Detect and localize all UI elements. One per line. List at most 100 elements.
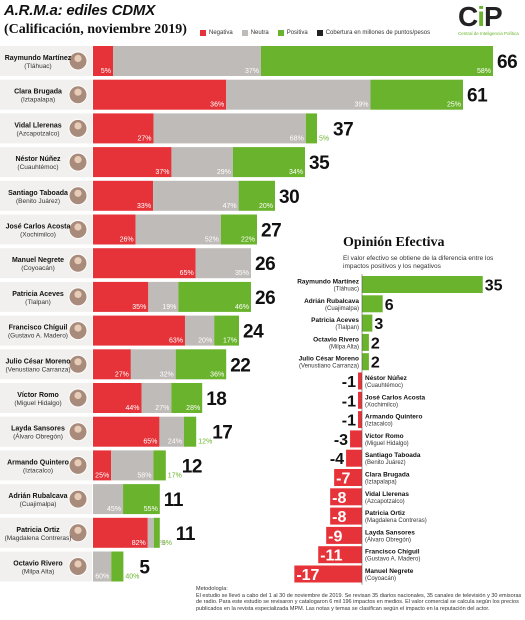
bar-segment-neutra bbox=[171, 147, 233, 178]
bar-value-label: 65% bbox=[180, 270, 194, 277]
coverage-value: 61 bbox=[467, 86, 488, 107]
effective-office: (Benito Juárez) bbox=[365, 460, 406, 466]
effective-bar-negative bbox=[350, 430, 362, 448]
legend-item-negative: Negativa bbox=[200, 30, 233, 36]
bar-value-label: 58% bbox=[477, 68, 491, 75]
row-name: José Carlos Acosta bbox=[6, 224, 71, 231]
effective-office: (Xochimilco) bbox=[365, 402, 398, 408]
effective-office: (Magdalena Contreras) bbox=[365, 518, 427, 524]
row-name: Armando Quintero bbox=[7, 459, 69, 466]
row-office: (Gustavo A. Madero) bbox=[8, 333, 68, 340]
coverage-value: 11 bbox=[164, 490, 184, 511]
legend-label: Cobertura en millones de puntos/pesos bbox=[325, 30, 431, 36]
avatar-face-icon bbox=[74, 324, 82, 332]
bar-value-label: 9% bbox=[162, 540, 172, 547]
bar-value-label: 37% bbox=[245, 68, 259, 75]
legend-item-positive: Positiva bbox=[277, 30, 308, 36]
bar-value-label: 68% bbox=[290, 135, 304, 142]
avatar-face-icon bbox=[74, 391, 82, 400]
bar-segment-negativa bbox=[93, 248, 196, 279]
coverage-value: 27 bbox=[261, 221, 281, 242]
bar-segment-positiva bbox=[370, 79, 463, 110]
effective-bar-positive bbox=[362, 276, 483, 293]
bar-value-label: 82% bbox=[132, 540, 146, 547]
coverage-value: 12 bbox=[182, 456, 202, 477]
effective-bar-negative bbox=[318, 546, 362, 564]
effective-value: 3 bbox=[374, 316, 383, 333]
row-office: (Coyoacán) bbox=[21, 265, 55, 272]
bar-segment-negativa bbox=[93, 416, 160, 447]
row-name: Manuel Negrete bbox=[12, 257, 64, 264]
effective-name: Vidal Llerenas bbox=[365, 491, 409, 498]
methodology-text: El estudio se llevó a cabo del 1 al 30 d… bbox=[196, 592, 522, 612]
effective-name: Clara Brugada bbox=[365, 472, 410, 479]
bar-segment-negativa bbox=[93, 315, 185, 346]
bar-value-label: 25% bbox=[95, 472, 109, 479]
avatar-face-icon bbox=[74, 223, 82, 231]
bar-segment-neutra bbox=[111, 450, 154, 481]
effective-name: José Carlos Acosta bbox=[365, 394, 425, 401]
avatar-face-icon bbox=[74, 54, 82, 63]
bar-value-label: 5% bbox=[319, 135, 329, 142]
avatar-face-icon bbox=[74, 290, 82, 298]
avatar-face-icon bbox=[74, 189, 82, 197]
page-title: A.R.M.a: ediles CDMX bbox=[4, 2, 156, 19]
effective-value: 6 bbox=[385, 297, 394, 314]
coverage-value: 66 bbox=[497, 52, 517, 73]
bar-value-label: 20% bbox=[198, 338, 212, 345]
bar-value-label: 35% bbox=[132, 304, 146, 311]
bar-segment-negativa bbox=[93, 79, 227, 110]
effective-office: (Azcapotzalco) bbox=[365, 499, 405, 505]
effective-value: -8 bbox=[332, 509, 346, 526]
bar-segment-positiva bbox=[153, 517, 160, 548]
bar-segment-negativa bbox=[93, 214, 136, 245]
avatar-face-icon bbox=[74, 257, 82, 265]
bar-value-label: 24% bbox=[168, 439, 182, 446]
row-name: Clara Brugada bbox=[14, 89, 62, 96]
bar-value-label: 58% bbox=[137, 472, 151, 479]
avatar-face-icon bbox=[74, 122, 82, 130]
bar-segment-neutra bbox=[93, 484, 124, 515]
effective-value: -1 bbox=[342, 374, 356, 391]
bar-segment-neutra bbox=[195, 248, 251, 279]
effective-bar-positive bbox=[362, 333, 369, 351]
bar-segment-positiva bbox=[153, 450, 166, 481]
bar-value-label: 55% bbox=[144, 506, 158, 513]
bar-segment-neutra bbox=[93, 551, 112, 582]
bar-segment-neutra bbox=[184, 315, 215, 346]
row-office: (Cuajimalpa) bbox=[20, 501, 57, 508]
bar-segment-positiva bbox=[238, 180, 275, 211]
row-office: (Cuauhtémoc) bbox=[17, 164, 58, 171]
effective-bar-positive bbox=[362, 314, 373, 332]
bar-segment-positiva bbox=[111, 551, 124, 582]
bar-value-label: 36% bbox=[210, 371, 224, 378]
coverage-value: 37 bbox=[333, 119, 353, 140]
effective-name: Santiago Taboada bbox=[365, 452, 421, 459]
effective-bar-negative bbox=[358, 372, 362, 390]
bar-value-label: 17% bbox=[168, 472, 182, 479]
effective-opinion-description: El valor efectivo se obtiene de la difer… bbox=[343, 255, 494, 270]
bar-segment-positiva bbox=[175, 349, 227, 380]
avatar-face-icon bbox=[74, 526, 82, 534]
avatar-face-icon bbox=[74, 459, 82, 467]
bar-segment-positiva bbox=[261, 46, 493, 76]
bar-segment-negativa bbox=[93, 113, 154, 144]
bar-value-label: 28% bbox=[186, 405, 200, 412]
effective-office: (Tlalpan) bbox=[335, 325, 359, 331]
row-office: (Xochimilco) bbox=[20, 232, 56, 239]
legend-swatch bbox=[277, 30, 284, 36]
row-office: (Magdalena Contreras) bbox=[5, 535, 72, 542]
bar-value-label: 17% bbox=[223, 338, 237, 345]
effective-value: 2 bbox=[371, 335, 380, 352]
effective-office: (Cuajimalpa) bbox=[325, 306, 359, 312]
effective-value: -3 bbox=[334, 432, 348, 449]
legend-swatch bbox=[200, 30, 206, 36]
effective-value: -1 bbox=[342, 413, 356, 430]
bar-segment-neutra bbox=[130, 349, 176, 380]
effective-name: Layda Sansores bbox=[365, 529, 415, 536]
effective-office: (Gustavo A. Madero) bbox=[365, 557, 420, 563]
bar-value-label: 12% bbox=[198, 439, 212, 446]
row-office: (Venustiano Carranza) bbox=[5, 366, 70, 373]
row-name: Layda Sansores bbox=[11, 426, 65, 433]
legend-label: Negativa bbox=[209, 30, 233, 36]
